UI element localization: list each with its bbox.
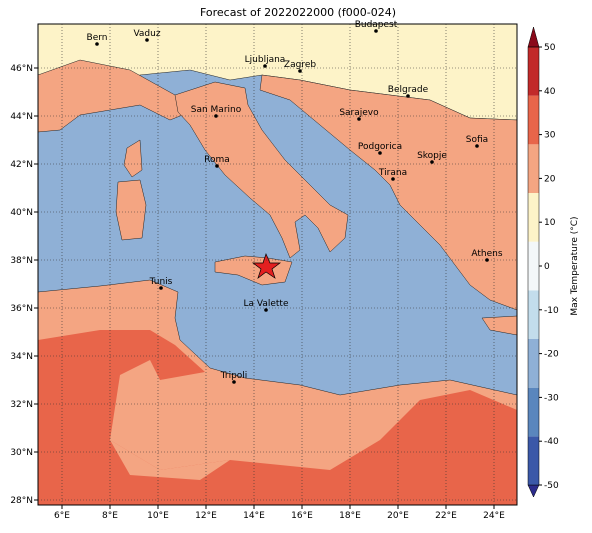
land-africa-hot [38, 330, 517, 505]
colorbar-band [528, 144, 539, 193]
x-tick-label: 10°E [147, 511, 169, 521]
map-frame [37, 23, 518, 506]
colorbar-extend [527, 26, 540, 48]
y-tick-label: 28°N [10, 496, 33, 506]
city-marker [145, 38, 149, 42]
x-tick-label: 20°E [387, 511, 409, 521]
y-tick-label: 46°N [10, 64, 33, 74]
city-marker [232, 380, 236, 384]
land-corsica [123, 139, 143, 178]
city-label: La Valette [244, 299, 289, 309]
city-label: San Marino [191, 105, 242, 115]
colorbar-tick-label: -20 [544, 350, 559, 360]
city-marker [391, 177, 395, 181]
colorbar: -50 -40 -30 -20 -10 0 10 20 30 40 50 Max Temperatur… [527, 26, 580, 498]
city-marker [430, 160, 434, 164]
colorbar-tick-label: 0 [544, 262, 550, 272]
city-marker [406, 94, 410, 98]
title: Forecast of 2022022000 (f000-024) [200, 6, 396, 19]
city-marker [215, 164, 219, 168]
city-label: Budapest [355, 20, 398, 30]
city-marker [475, 144, 479, 148]
y-tick-label: 32°N [10, 400, 33, 410]
city-label: Podgorica [358, 142, 402, 152]
city-label: Zagreb [284, 60, 316, 70]
land-west [38, 59, 196, 133]
city-label: Belgrade [388, 85, 429, 95]
city-marker [214, 114, 218, 118]
colorbar-tick-label: -10 [544, 306, 559, 316]
colorbar-band [528, 339, 539, 388]
colorbar-tick-label: -40 [544, 437, 559, 447]
colorbar-tick-label: 50 [544, 43, 556, 53]
x-tick-label: 24°E [483, 511, 505, 521]
colorbar-tick-label: 10 [544, 218, 556, 228]
land-balkans [259, 74, 517, 311]
city-marker [159, 286, 163, 290]
city-marker [264, 308, 268, 312]
colorbar-tick-label: 20 [544, 174, 556, 184]
x-tick-label: 18°E [339, 511, 361, 521]
x-tick-label: 6°E [54, 511, 70, 521]
y-tick-label: 36°N [10, 304, 33, 314]
x-tick-label: 14°E [243, 511, 265, 521]
y-tick-label: 40°N [10, 208, 33, 218]
colorbar-extend [527, 484, 540, 498]
y-tick-label: 30°N [10, 448, 33, 458]
city-label: Sarajevo [339, 108, 379, 118]
city-label: Bern [87, 33, 108, 43]
city-marker [95, 42, 99, 46]
land-sardinia [115, 179, 147, 241]
city-label: Tirana [378, 168, 407, 178]
colorbar-band [528, 95, 539, 145]
land-turkey [481, 315, 517, 336]
city-marker [374, 29, 378, 33]
city-label: Tripoli [220, 371, 248, 381]
city-label: Skopje [417, 151, 447, 161]
x-tick-label: 8°E [102, 511, 118, 521]
city-label: Vaduz [133, 29, 160, 39]
city-marker [263, 64, 267, 68]
x-tick-label: 22°E [435, 511, 457, 521]
colorbar-tick-label: -50 [544, 481, 559, 491]
city-marker [378, 151, 382, 155]
x-tick-label: 16°E [291, 511, 313, 521]
city-marker [485, 258, 489, 262]
colorbar-band [528, 436, 539, 485]
colorbar-tick-label: 30 [544, 131, 556, 141]
star-marker [251, 253, 282, 279]
city-label: Athens [471, 249, 502, 259]
city-label: Sofia [466, 135, 488, 145]
city-label: Tunis [149, 277, 173, 287]
city-label: Ljubljana [245, 55, 286, 65]
land-italy [174, 81, 349, 259]
x-tick-label: 12°E [195, 511, 217, 521]
city-label: Roma [204, 155, 230, 165]
city-marker [298, 69, 302, 73]
colorbar-band [528, 387, 539, 437]
colorbar-band [528, 47, 539, 96]
y-tick-label: 38°N [10, 256, 33, 266]
colorbar-tick-label: -30 [544, 393, 559, 403]
land-desert-patch [110, 440, 230, 480]
axes: 6°E 8°E 10°E 12°E 14°E 16°E 18°E 20°E 22°E 24°E 46… [10, 20, 517, 521]
city-marker [357, 117, 361, 121]
colorbar-band [528, 241, 539, 291]
y-tick-label: 42°N [10, 160, 33, 170]
y-tick-label: 44°N [10, 112, 33, 122]
map [38, 24, 517, 505]
colorbar-band [528, 193, 539, 242]
colorbar-band [528, 290, 539, 339]
colorbar-tick-label: 40 [544, 87, 556, 97]
y-tick-label: 34°N [10, 352, 33, 362]
colorbar-label: Max Temperature (°C) [570, 216, 580, 315]
